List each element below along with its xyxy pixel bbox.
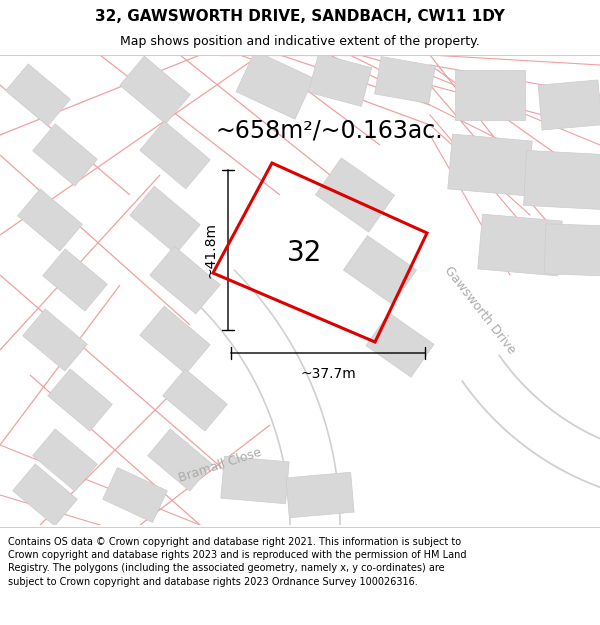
Polygon shape — [32, 429, 97, 491]
Polygon shape — [5, 64, 70, 126]
Polygon shape — [374, 56, 436, 104]
Text: 32, GAWSWORTH DRIVE, SANDBACH, CW11 1DY: 32, GAWSWORTH DRIVE, SANDBACH, CW11 1DY — [95, 9, 505, 24]
Polygon shape — [366, 313, 434, 377]
Text: ~37.7m: ~37.7m — [300, 367, 356, 381]
Polygon shape — [163, 369, 227, 431]
Polygon shape — [524, 151, 600, 209]
Text: Gawsworth Drive: Gawsworth Drive — [442, 264, 518, 356]
Polygon shape — [544, 224, 600, 276]
Polygon shape — [316, 158, 395, 232]
Text: Bramall Close: Bramall Close — [177, 446, 263, 484]
Polygon shape — [43, 249, 107, 311]
Text: 32: 32 — [287, 239, 323, 267]
Polygon shape — [286, 472, 354, 518]
Text: Contains OS data © Crown copyright and database right 2021. This information is : Contains OS data © Crown copyright and d… — [8, 537, 466, 587]
Polygon shape — [17, 189, 82, 251]
Polygon shape — [308, 54, 372, 106]
Polygon shape — [130, 186, 200, 254]
Polygon shape — [221, 456, 289, 504]
Polygon shape — [103, 468, 167, 522]
Polygon shape — [538, 80, 600, 130]
Polygon shape — [478, 214, 562, 276]
Polygon shape — [140, 306, 210, 374]
Polygon shape — [23, 309, 88, 371]
Text: Map shows position and indicative extent of the property.: Map shows position and indicative extent… — [120, 35, 480, 48]
Polygon shape — [32, 124, 97, 186]
Polygon shape — [140, 121, 210, 189]
Polygon shape — [448, 134, 532, 196]
Text: ~41.8m: ~41.8m — [204, 222, 218, 278]
Polygon shape — [343, 236, 416, 304]
Polygon shape — [148, 429, 212, 491]
Text: ~658m²/~0.163ac.: ~658m²/~0.163ac. — [215, 118, 443, 142]
Polygon shape — [150, 246, 220, 314]
Polygon shape — [236, 51, 314, 119]
Polygon shape — [47, 369, 112, 431]
Polygon shape — [455, 70, 525, 120]
Polygon shape — [120, 56, 190, 124]
Polygon shape — [13, 464, 77, 526]
